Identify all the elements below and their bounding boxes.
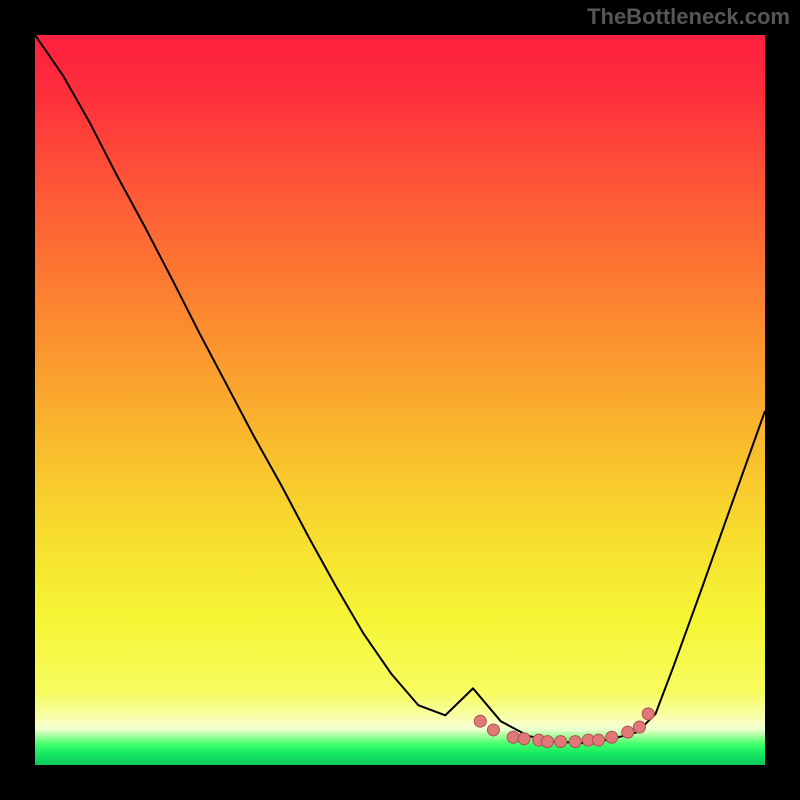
marker-point [593,734,605,746]
marker-point [606,731,618,743]
marker-point [518,733,530,745]
curve-layer [35,35,765,765]
curve-path [35,35,765,743]
marker-point [507,731,519,743]
marker-point [474,715,486,727]
marker-point [622,726,634,738]
watermark-text: TheBottleneck.com [587,4,790,30]
marker-point [569,736,581,748]
marker-point [487,724,499,736]
marker-point [642,708,654,720]
plot-area [35,35,765,765]
root-container: TheBottleneck.com [0,0,800,800]
marker-point [633,721,645,733]
marker-point [541,736,553,748]
marker-point [555,736,567,748]
